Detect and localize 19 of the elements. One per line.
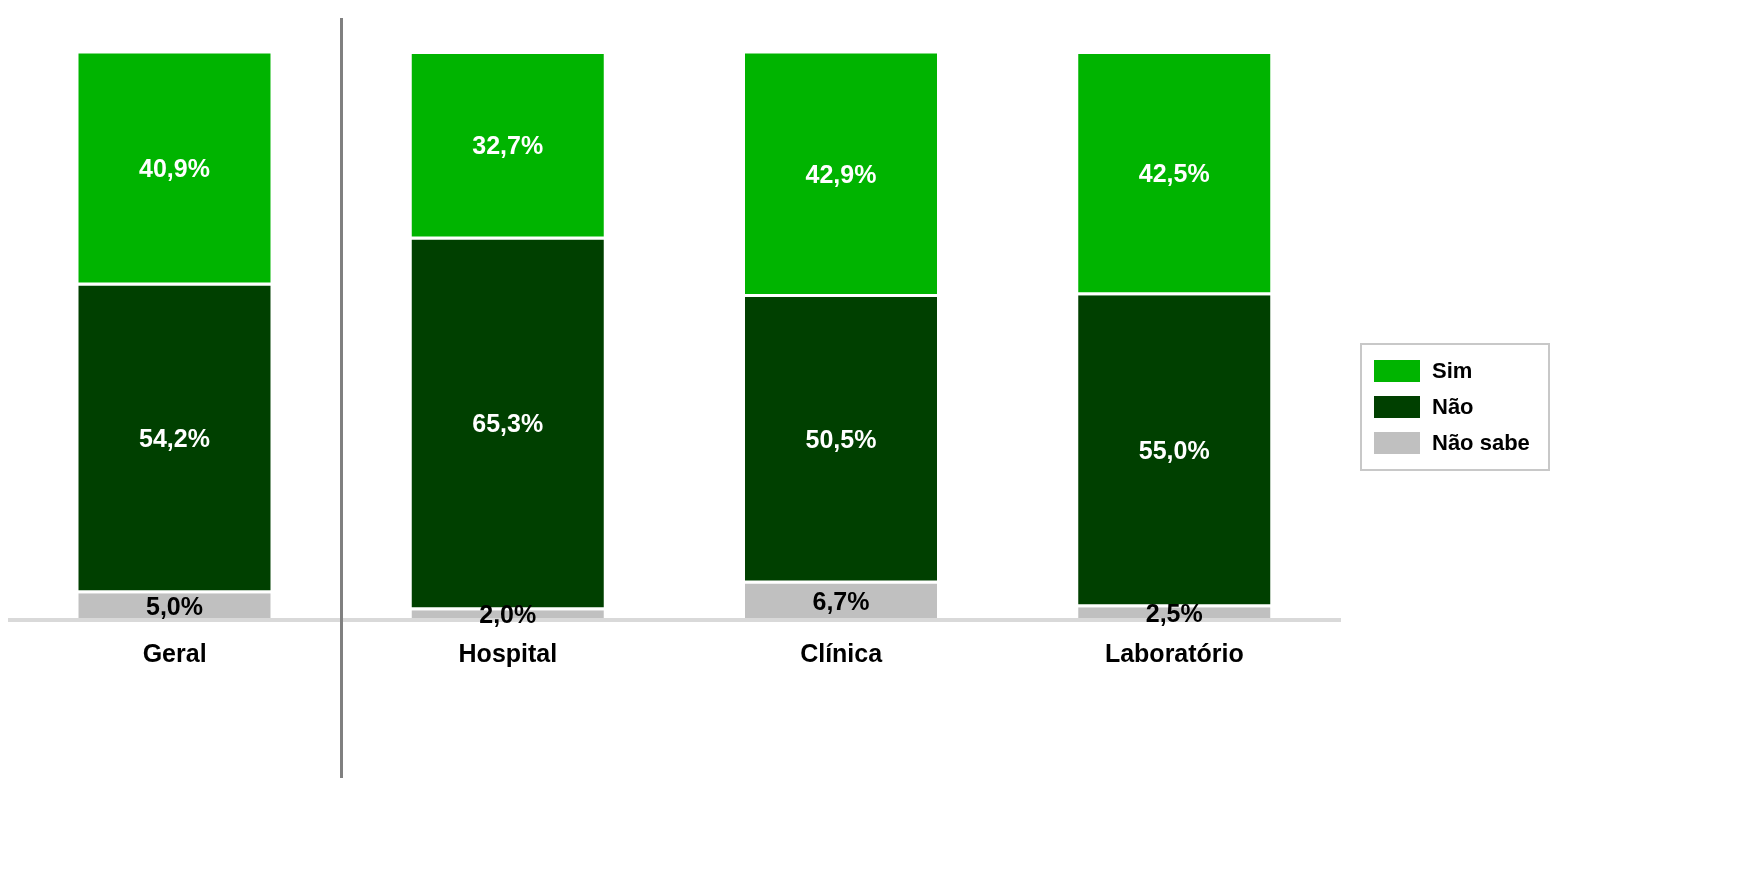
x-tick-label: Geral <box>142 638 207 667</box>
data-label: 32,7% <box>472 131 544 160</box>
data-label: 42,9% <box>805 159 877 188</box>
data-label: 55,0% <box>1138 435 1210 464</box>
data-label: 2,5% <box>1145 598 1203 627</box>
legend-label: Não sabe <box>1432 430 1530 456</box>
data-label: 5,0% <box>146 591 203 620</box>
legend-label: Não <box>1432 394 1474 420</box>
data-label: 2,0% <box>479 600 537 629</box>
data-label: 6,7% <box>812 586 870 615</box>
x-tick-label: Clínica <box>800 638 884 667</box>
data-label: 54,2% <box>139 423 210 452</box>
x-tick-label: Laboratório <box>1104 638 1244 667</box>
data-label: 42,5% <box>1138 159 1210 188</box>
x-tick-label: Hospital <box>458 638 558 667</box>
data-label: 65,3% <box>472 409 544 438</box>
data-label: 40,9% <box>139 153 210 182</box>
data-label: 50,5% <box>805 424 877 453</box>
legend-label: Sim <box>1432 358 1473 384</box>
